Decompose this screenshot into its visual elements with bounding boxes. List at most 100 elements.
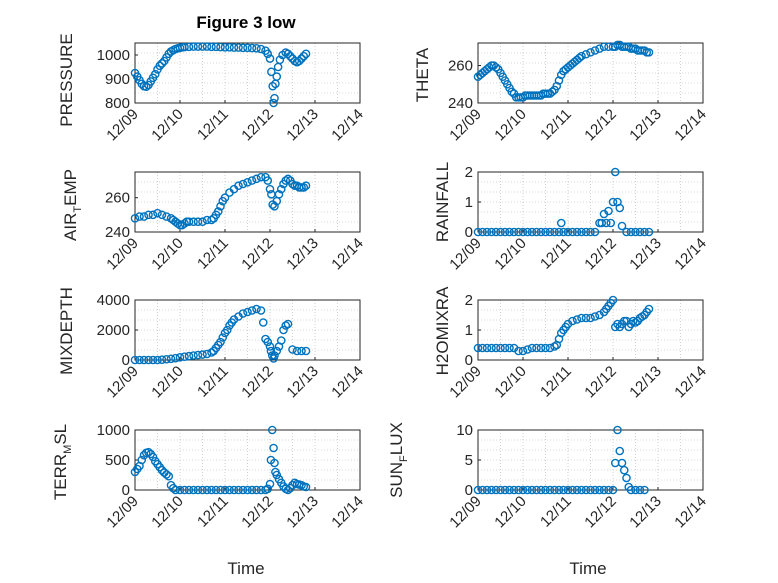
data-point bbox=[153, 355, 162, 365]
data-point bbox=[626, 227, 636, 237]
data-point bbox=[496, 485, 505, 495]
ylabel-h2omixra: H2OMIXRA bbox=[433, 286, 452, 375]
y-tick-label: 2 bbox=[465, 164, 473, 181]
data-point bbox=[283, 49, 293, 59]
data-point bbox=[193, 485, 203, 495]
data-point bbox=[496, 343, 505, 353]
data-point bbox=[198, 485, 207, 495]
data-point bbox=[213, 207, 223, 216]
data-point bbox=[252, 174, 261, 184]
data-point bbox=[500, 227, 510, 237]
x-tick-label: 12/13 bbox=[626, 235, 665, 274]
data-point bbox=[590, 312, 600, 321]
data-point bbox=[216, 201, 225, 211]
data-point bbox=[473, 343, 483, 353]
data-point bbox=[644, 227, 654, 237]
data-point bbox=[500, 343, 510, 353]
data-point bbox=[505, 485, 514, 495]
data-point bbox=[144, 447, 153, 457]
data-point bbox=[137, 455, 147, 465]
data-point bbox=[301, 346, 311, 356]
data-point bbox=[487, 485, 496, 495]
data-point bbox=[222, 325, 232, 335]
data-point bbox=[157, 210, 167, 220]
data-point bbox=[272, 72, 282, 81]
data-point bbox=[523, 227, 532, 237]
x-tick-label: 12/13 bbox=[283, 363, 322, 402]
data-point bbox=[220, 485, 230, 495]
data-point bbox=[162, 354, 171, 364]
data-point bbox=[514, 346, 523, 356]
data-point bbox=[640, 227, 649, 237]
data-point bbox=[631, 485, 640, 495]
data-point bbox=[541, 227, 550, 237]
data-point bbox=[294, 56, 304, 66]
data-point bbox=[536, 227, 546, 237]
data-point bbox=[563, 485, 573, 495]
data-point bbox=[193, 42, 203, 51]
data-point bbox=[269, 443, 278, 453]
y-tick-label: 500 bbox=[105, 452, 130, 469]
data-point bbox=[225, 485, 234, 495]
data-point bbox=[130, 213, 140, 223]
data-point bbox=[139, 355, 149, 365]
data-point bbox=[288, 179, 297, 189]
data-point bbox=[270, 458, 279, 468]
data-point bbox=[198, 42, 207, 51]
data-point bbox=[265, 479, 275, 489]
data-point bbox=[157, 59, 167, 68]
data-point bbox=[644, 48, 654, 57]
data-point bbox=[238, 309, 248, 318]
data-point bbox=[473, 227, 483, 237]
ylabel-pressure: PRESSURE bbox=[57, 33, 76, 127]
data-point bbox=[243, 43, 252, 53]
data-point bbox=[545, 343, 555, 353]
data-point bbox=[155, 61, 165, 71]
data-point bbox=[144, 355, 153, 365]
x-tick-label: 12/14 bbox=[671, 106, 710, 145]
data-point bbox=[184, 42, 194, 52]
data-point bbox=[590, 485, 600, 495]
subplot-terr-msl: TERRMSL bbox=[51, 424, 74, 500]
data-point bbox=[301, 181, 311, 191]
x-tick-label: 12/13 bbox=[283, 493, 322, 532]
data-point bbox=[597, 218, 607, 228]
data-point bbox=[532, 343, 541, 353]
data-point bbox=[482, 227, 492, 237]
data-point bbox=[252, 304, 261, 314]
data-point bbox=[265, 54, 275, 63]
y-tick-label: 800 bbox=[105, 95, 130, 112]
data-point bbox=[193, 350, 203, 360]
y-tick-label: 2 bbox=[465, 292, 473, 309]
y-tick-label: 260 bbox=[105, 190, 130, 207]
data-point bbox=[491, 485, 501, 495]
data-point bbox=[297, 54, 306, 63]
data-point bbox=[509, 227, 519, 237]
x-tick-label: 12/10 bbox=[491, 493, 530, 532]
data-point bbox=[547, 87, 557, 97]
data-point bbox=[281, 176, 291, 185]
x-tick-label: 12/14 bbox=[328, 235, 367, 274]
subplot-air-temp: AIRTEMP bbox=[61, 169, 84, 241]
x-tick-label: 12/14 bbox=[328, 493, 367, 532]
data-point bbox=[590, 46, 600, 55]
data-point bbox=[550, 485, 559, 495]
y-tick-label: 1000 bbox=[97, 47, 130, 64]
x-tick-label: 12/11 bbox=[537, 493, 575, 531]
data-point bbox=[619, 465, 629, 475]
data-point bbox=[559, 485, 568, 495]
ylabel-theta: THETA bbox=[413, 47, 432, 102]
data-point bbox=[292, 346, 302, 356]
data-point bbox=[247, 43, 257, 53]
data-point bbox=[198, 350, 207, 359]
data-point bbox=[601, 218, 611, 228]
data-point bbox=[256, 44, 266, 54]
data-point bbox=[606, 218, 616, 228]
data-point bbox=[267, 67, 276, 77]
data-point bbox=[527, 485, 537, 495]
x-tick-label: 12/14 bbox=[328, 363, 367, 402]
data-point bbox=[189, 485, 198, 495]
data-point bbox=[518, 346, 528, 356]
data-point bbox=[276, 336, 286, 345]
